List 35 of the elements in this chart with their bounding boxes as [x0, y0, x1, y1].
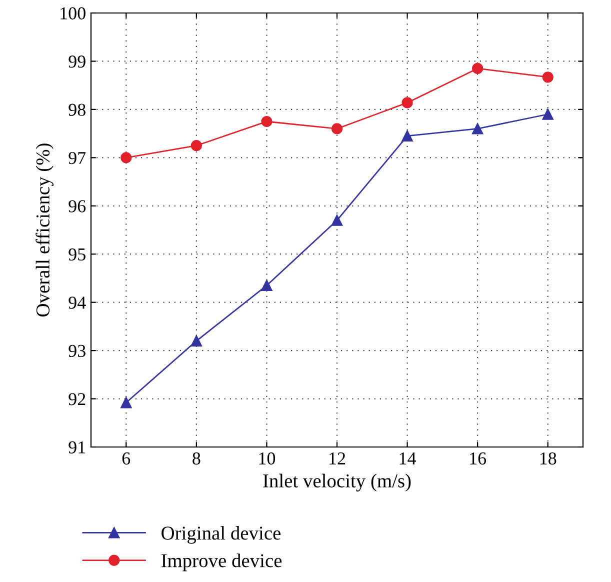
y-axis-title: Overall efficiency (%) [36, 144, 54, 316]
point [402, 97, 413, 108]
point [261, 116, 272, 128]
y-tick-label: 95 [68, 248, 86, 261]
point [542, 72, 554, 83]
point [120, 152, 132, 164]
y-tick-label: 99 [68, 56, 86, 68]
x-tick-label: 12 [330, 452, 346, 464]
x-axis-title: Inlet velocity (m/s) [263, 474, 411, 492]
point [120, 397, 132, 408]
x-tick-label: 16 [470, 452, 486, 465]
y-tick-label: 93 [68, 344, 86, 357]
point [261, 280, 272, 292]
y-tick-label: 94 [68, 296, 86, 309]
legend-label: Original device [162, 526, 280, 544]
x-tick-label: 10 [259, 452, 276, 465]
y-tick-label: 92 [68, 393, 86, 406]
legend-label: Improve device [161, 554, 282, 572]
point [190, 140, 202, 152]
y-tick-label: 100 [60, 7, 86, 20]
y-tick-label: 97 [68, 152, 86, 164]
x-tick-label: 8 [192, 452, 200, 465]
y-tick-label: 91 [68, 441, 86, 454]
y-tick-label: 96 [68, 200, 86, 212]
y-tick-label: 98 [68, 104, 86, 116]
point [190, 335, 202, 346]
x-tick-label: 14 [400, 452, 416, 464]
point [331, 214, 343, 226]
point [472, 62, 484, 74]
point [331, 123, 343, 134]
point [472, 123, 484, 134]
x-tick-label: 6 [122, 452, 130, 465]
point [542, 108, 554, 120]
x-tick-label: 18 [540, 452, 556, 465]
point [402, 130, 413, 142]
